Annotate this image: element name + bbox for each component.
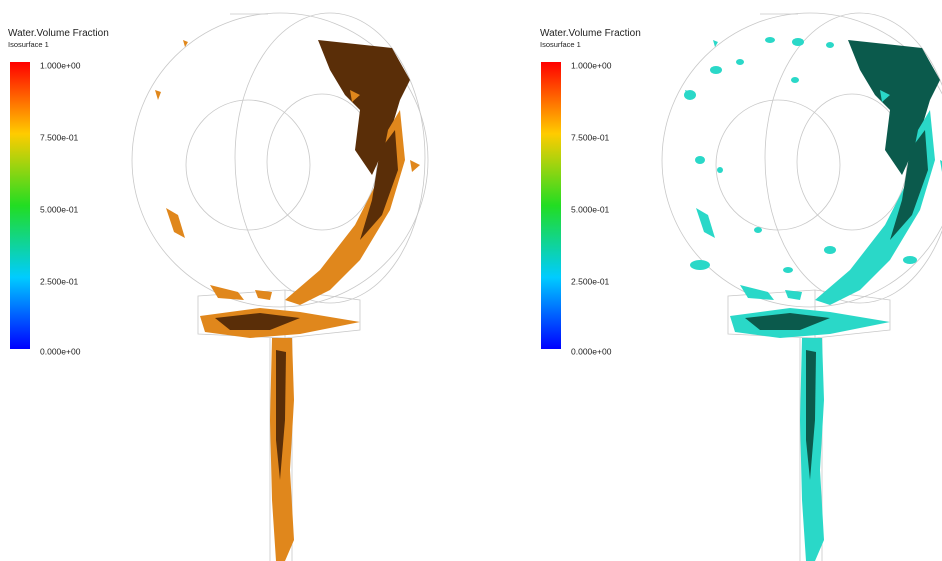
colorbar-label: 0.000e+00 — [571, 346, 612, 356]
isosurface-render — [132, 13, 428, 561]
panel: Water.Volume Fraction Isosurface 1 1.000… — [8, 13, 428, 561]
colorbar — [10, 62, 30, 349]
legend-subtitle: Isosurface 1 — [8, 40, 49, 49]
colorbar-label: 2.500e-01 — [571, 276, 610, 286]
legend-subtitle: Isosurface 1 — [540, 40, 581, 49]
colorbar — [541, 62, 561, 349]
colorbar-label: 1.000e+00 — [40, 60, 81, 70]
colorbar-label: 7.500e-01 — [571, 132, 610, 142]
colorbar-label: 2.500e-01 — [40, 276, 79, 286]
figure: Water.Volume Fraction Isosurface 1 1.000… — [0, 0, 942, 561]
isosurface-render — [662, 13, 942, 561]
colorbar-label: 1.000e+00 — [571, 60, 612, 70]
legend-title: Water.Volume Fraction — [540, 28, 641, 39]
colorbar-label: 7.500e-01 — [40, 132, 79, 142]
colorbar-label: 5.000e-01 — [40, 204, 79, 214]
colorbar-label: 5.000e-01 — [571, 204, 610, 214]
legend-title: Water.Volume Fraction — [8, 28, 109, 39]
colorbar-label: 0.000e+00 — [40, 346, 81, 356]
panel: Water.Volume Fraction Isosurface 1 1.000… — [540, 13, 942, 561]
